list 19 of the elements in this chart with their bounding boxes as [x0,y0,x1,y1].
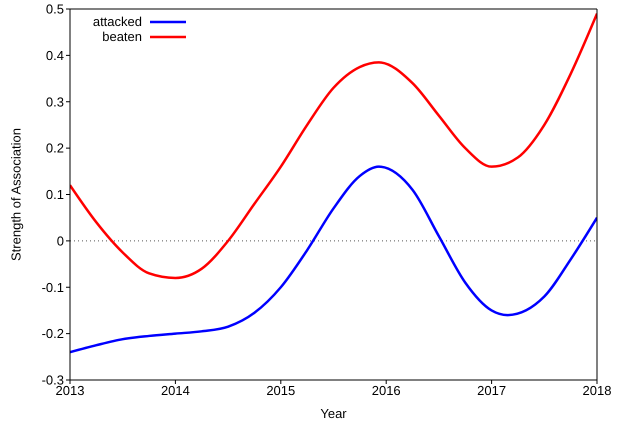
y-tick-label: 0.5 [46,2,64,17]
y-tick-label: 0.4 [46,48,64,63]
x-tick-label: 2017 [477,383,506,398]
line-series [70,165,597,354]
line-series [70,12,597,280]
x-tick-label: 2018 [582,383,612,398]
y-axis-title: Strength of Association [8,128,24,261]
y-tick-label: 0.3 [46,94,64,110]
x-axis-title: Year [320,406,348,421]
y-tick-label: 0 [56,233,64,248]
x-tick-label: 2014 [160,383,190,398]
x-tick-label: 2015 [266,383,296,398]
y-tick-label: -0.1 [42,280,64,295]
y-tick-label: 0.1 [46,187,64,202]
legend-label: beaten [102,29,142,44]
x-tick-label: 2016 [372,383,401,398]
y-tick-label: -0.2 [42,326,64,342]
y-tick-label: 0.2 [46,140,64,156]
legend-label: attacked [92,14,142,29]
